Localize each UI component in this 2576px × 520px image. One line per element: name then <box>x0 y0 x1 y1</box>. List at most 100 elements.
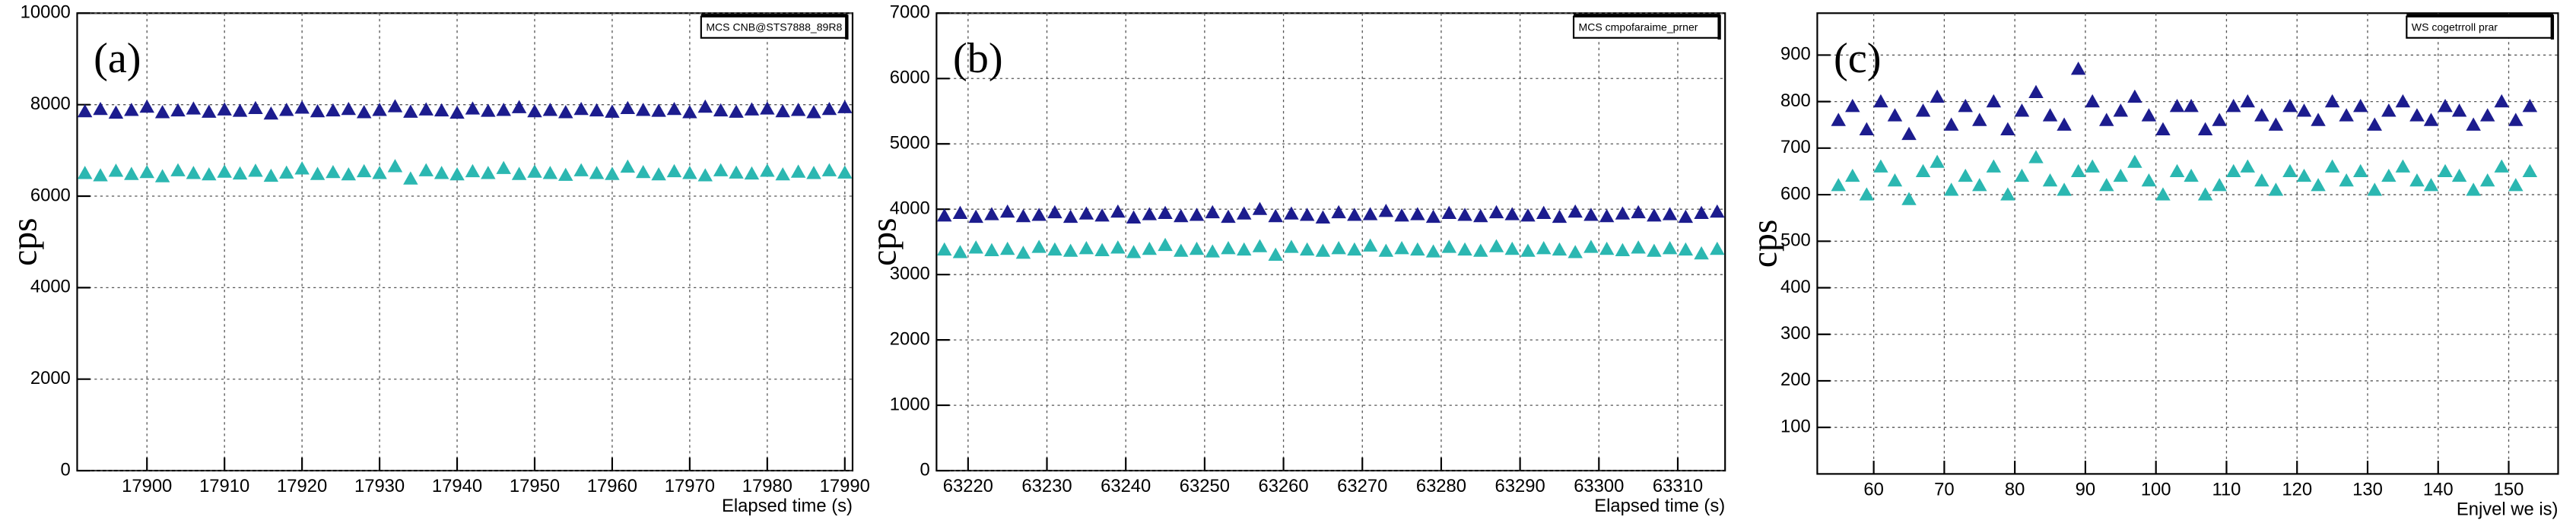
marker <box>1236 242 1252 256</box>
marker <box>589 103 605 117</box>
x-tick-label: 80 <box>2005 479 2025 499</box>
marker <box>1174 243 1189 257</box>
y-tick-label: 10000 <box>21 2 71 23</box>
marker <box>1221 209 1236 224</box>
marker <box>1284 239 1299 253</box>
marker <box>356 105 372 119</box>
x-axis-label: Elapsed time (s) <box>722 496 853 516</box>
marker <box>1299 208 1315 221</box>
marker <box>124 166 139 180</box>
marker <box>1410 207 1425 220</box>
marker <box>77 103 93 118</box>
marker <box>1268 208 1283 223</box>
marker <box>1126 210 1142 224</box>
marker <box>1662 241 1678 255</box>
marker <box>790 164 806 178</box>
marker <box>999 204 1015 218</box>
marker <box>186 101 202 115</box>
marker <box>2438 99 2453 113</box>
marker <box>2014 168 2030 182</box>
marker <box>1647 243 1662 257</box>
marker <box>1887 108 1903 122</box>
y-tick-label: 7000 <box>890 2 930 23</box>
marker <box>1599 241 1615 255</box>
marker <box>605 166 620 180</box>
marker <box>2282 99 2298 113</box>
marker <box>356 163 372 178</box>
marker <box>387 99 403 113</box>
marker <box>1678 242 1694 256</box>
marker <box>1252 201 1268 215</box>
marker <box>2169 99 2185 113</box>
marker <box>1678 209 1694 224</box>
x-tick-label: 140 <box>2423 479 2454 499</box>
marker <box>1158 205 1173 219</box>
marker <box>278 165 294 179</box>
marker <box>2352 163 2368 178</box>
marker <box>2212 113 2227 126</box>
marker <box>2466 182 2481 196</box>
marker <box>2169 163 2185 178</box>
y-tick-label: 100 <box>1780 416 1811 436</box>
marker <box>1331 241 1346 255</box>
y-tick-label: 200 <box>1780 369 1811 390</box>
marker <box>806 166 821 179</box>
marker <box>248 163 263 177</box>
marker <box>1520 208 1536 222</box>
marker <box>2494 159 2509 173</box>
marker <box>837 165 853 179</box>
marker <box>2099 113 2114 126</box>
y-tick-label: 0 <box>61 459 71 480</box>
x-tick-label: 17990 <box>820 476 870 496</box>
y-tick-label: 6000 <box>30 185 71 205</box>
marker <box>326 103 341 117</box>
marker <box>1662 207 1678 220</box>
y-tick-label: 4000 <box>890 198 930 219</box>
marker <box>2014 103 2030 117</box>
marker <box>697 168 713 182</box>
x-tick-label: 17970 <box>665 476 715 496</box>
marker <box>1504 207 1520 220</box>
marker <box>1347 242 1362 256</box>
marker <box>2324 94 2340 108</box>
marker <box>1504 241 1520 255</box>
marker <box>1362 207 1378 220</box>
y-tick-label: 2000 <box>890 328 930 349</box>
x-tick-label: 120 <box>2282 479 2312 499</box>
marker <box>1252 239 1268 252</box>
marker <box>713 163 729 176</box>
marker <box>1062 209 1078 224</box>
y-tick-label: 6000 <box>890 68 930 88</box>
marker <box>821 163 837 176</box>
y-axis-label: cps <box>5 217 44 265</box>
x-tick-label: 63260 <box>1258 476 1308 496</box>
marker <box>682 105 697 119</box>
x-tick-label: 63310 <box>1653 476 1703 496</box>
x-tick-label: 150 <box>2494 479 2524 499</box>
marker <box>2099 178 2114 192</box>
panel-label: (b) <box>953 35 1003 82</box>
y-tick-label: 300 <box>1780 323 1811 344</box>
marker <box>2197 187 2213 201</box>
x-tick-label: 63290 <box>1495 476 1545 496</box>
marker <box>1378 204 1394 217</box>
marker <box>1845 168 1860 182</box>
marker <box>341 166 357 181</box>
marker <box>936 242 952 256</box>
marker <box>1859 122 1875 135</box>
marker <box>93 101 108 116</box>
marker <box>1887 173 1903 187</box>
marker <box>1536 205 1552 219</box>
marker <box>573 163 589 176</box>
marker <box>806 105 821 119</box>
marker <box>760 163 775 177</box>
marker <box>481 103 496 117</box>
x-tick-label: 17940 <box>432 476 482 496</box>
marker <box>1986 94 2002 108</box>
marker <box>1520 243 1536 257</box>
marker <box>1536 241 1552 255</box>
marker <box>1631 205 1646 219</box>
marker <box>1568 245 1583 258</box>
marker <box>936 208 952 222</box>
y-tick-label: 500 <box>1780 230 1811 251</box>
